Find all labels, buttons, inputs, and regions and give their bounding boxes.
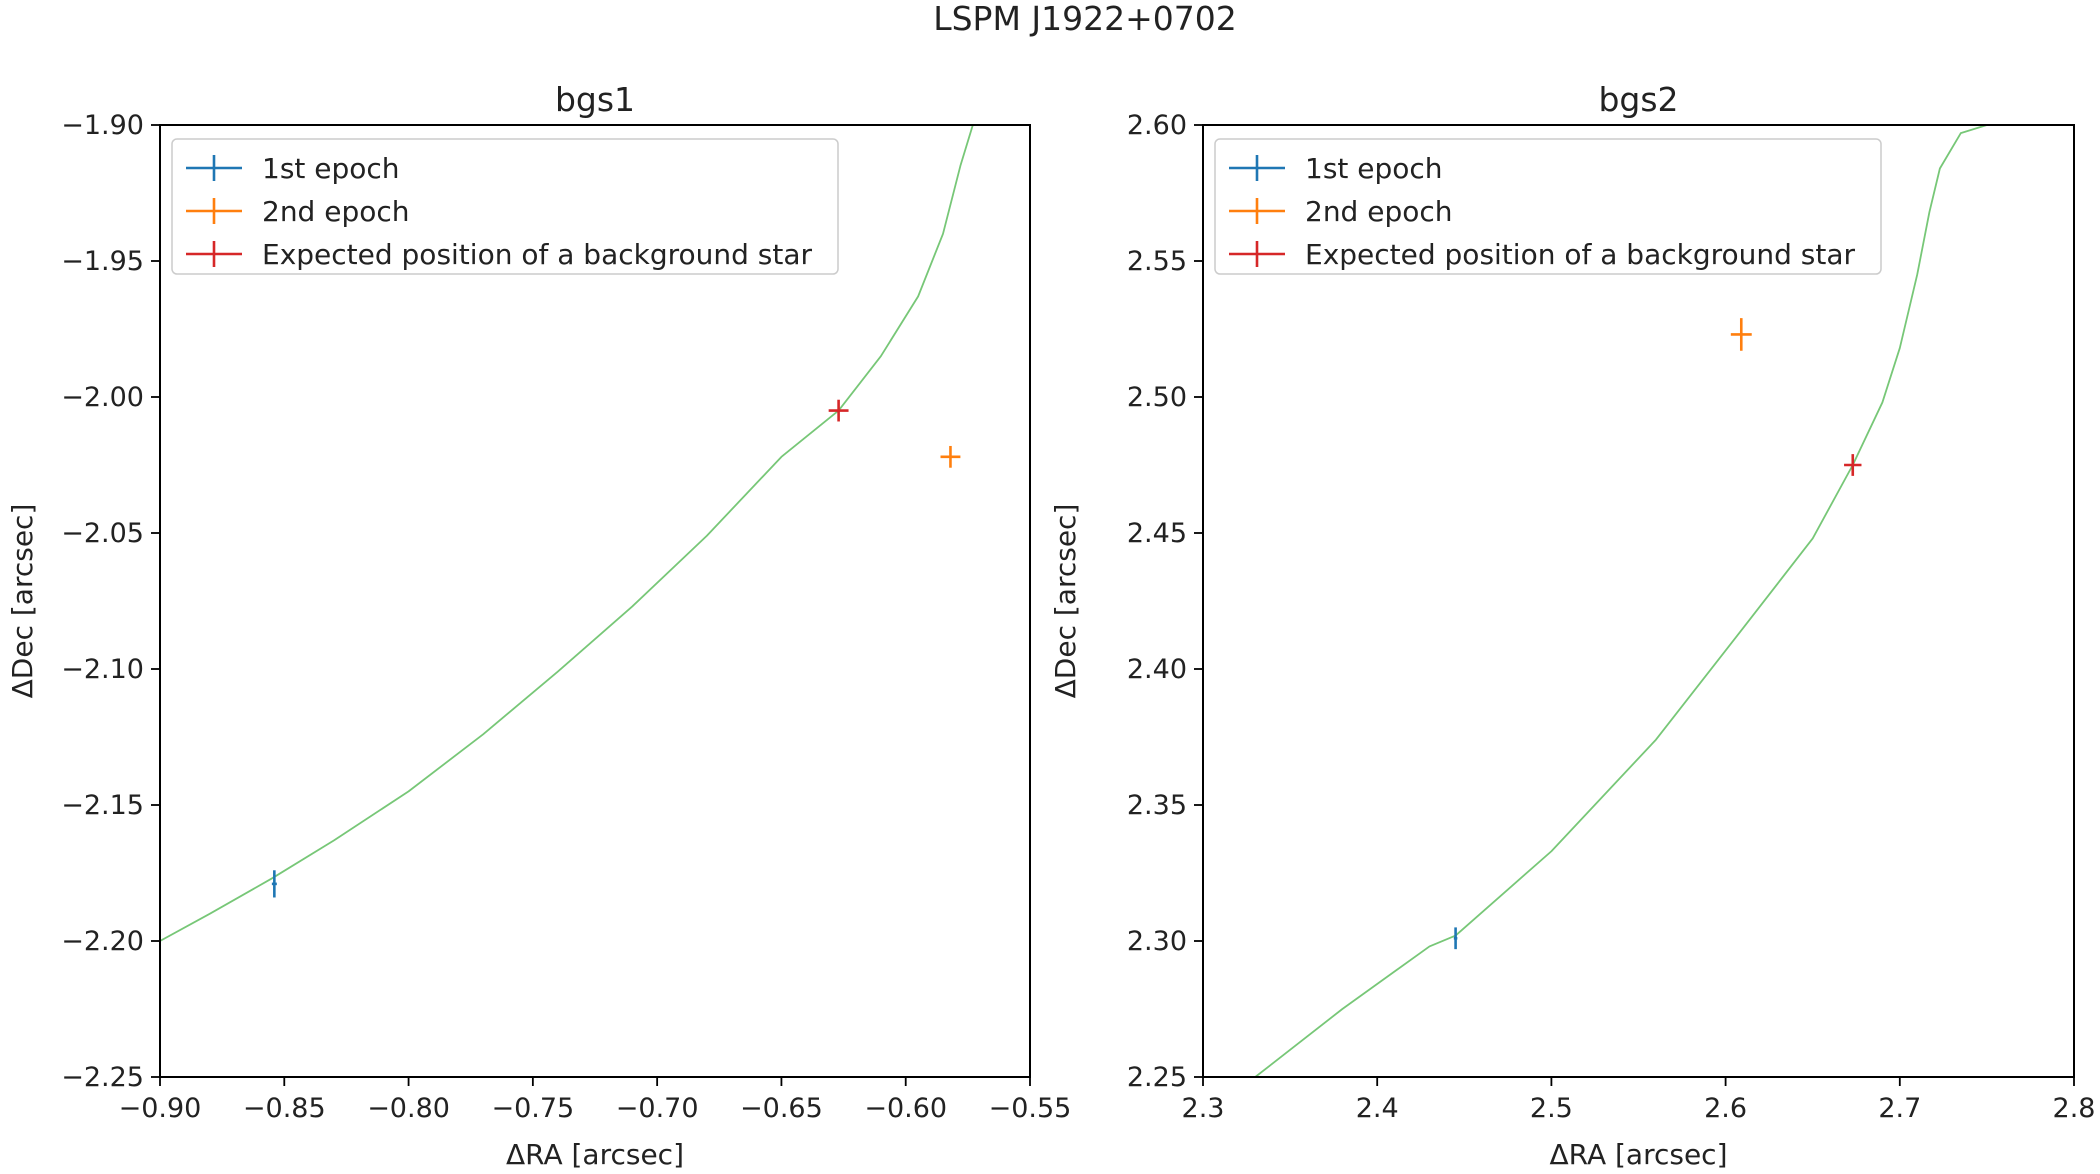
legend-box <box>1214 138 1882 275</box>
data-point-series-1 <box>271 870 277 898</box>
x-tick-label: −0.70 <box>616 1093 699 1124</box>
x-tick-label: 2.5 <box>1530 1093 1573 1124</box>
legend-label: 1st epoch <box>262 152 400 185</box>
legend-box <box>171 138 839 275</box>
panel-title: bgs2 <box>1598 80 1678 119</box>
y-tick-label: −1.95 <box>61 246 144 277</box>
panel-2: bgs2 2.3 2.4 2.5 2.6 2.7 2.8 2.25 2.30 2.35 2.40 2.… <box>1049 80 2095 1171</box>
y-tick-label: 2.50 <box>1127 382 1187 413</box>
y-tick-label: 2.35 <box>1127 790 1187 821</box>
figure-suptitle: LSPM J1922+0702 <box>933 0 1237 38</box>
data-point-series-1 <box>1453 927 1458 950</box>
y-tick-label: 2.40 <box>1127 654 1187 685</box>
plots-group: bgs1 −0.90 −0.85 −0.80 −0.75 −0.70 −0.65 −0.60 −… <box>6 80 2095 1171</box>
x-tick-label: −0.60 <box>864 1093 947 1124</box>
y-tick-label: 2.25 <box>1127 1062 1187 1093</box>
x-tick-label: 2.7 <box>1878 1093 1921 1124</box>
x-tick-label: −0.90 <box>119 1093 202 1124</box>
legend-entry-series-3: Expected position of a background star <box>186 238 813 271</box>
legend-label: 2nd epoch <box>262 195 410 228</box>
legend-label: Expected position of a background star <box>262 238 813 271</box>
axes-frame <box>1202 124 2075 1078</box>
x-axis-label: ΔRA [arcsec] <box>506 1138 684 1171</box>
y-tick-label: −2.10 <box>61 654 144 685</box>
y-tick-label: −2.05 <box>61 518 144 549</box>
x-tick-label: 2.4 <box>1356 1093 1399 1124</box>
y-tick-label: 2.60 <box>1127 110 1187 141</box>
x-tick-label: 2.3 <box>1182 1093 1225 1124</box>
x-tick-label: 2.6 <box>1704 1093 1747 1124</box>
legend-entry-series-3: Expected position of a background star <box>1229 238 1856 271</box>
legend-entry-series-1: 1st epoch <box>186 152 400 185</box>
legend-label: 2nd epoch <box>1305 195 1453 228</box>
x-axis-label: ΔRA [arcsec] <box>1549 1138 1727 1171</box>
data-point-series-3 <box>1844 454 1862 476</box>
legend-label: 1st epoch <box>1305 152 1443 185</box>
y-tick-label: 2.45 <box>1127 518 1187 549</box>
y-tick-label: −2.20 <box>61 926 144 957</box>
y-axis-label: ΔDec [arcsec] <box>1049 504 1082 699</box>
y-tick-label: −2.25 <box>61 1062 144 1093</box>
data-point-series-2 <box>1730 318 1752 351</box>
x-tick-label: −0.65 <box>740 1093 823 1124</box>
y-tick-label: −2.00 <box>61 382 144 413</box>
legend-entry-series-1: 1st epoch <box>1229 152 1443 185</box>
y-tick-label: 2.55 <box>1127 246 1187 277</box>
y-axis-label: ΔDec [arcsec] <box>6 504 39 699</box>
x-tick-label: −0.85 <box>243 1093 326 1124</box>
data-point-series-3 <box>828 399 849 422</box>
legend-entry-series-2: 2nd epoch <box>186 195 410 228</box>
axes-frame <box>159 124 1031 1078</box>
expected-track-line <box>1254 125 1988 1077</box>
x-tick-label: 2.8 <box>2053 1093 2096 1124</box>
legend: 1st epoch 2nd epoch Expected position of a… <box>171 138 839 275</box>
expected-track-line <box>160 125 974 942</box>
panel-1: bgs1 −0.90 −0.85 −0.80 −0.75 −0.70 −0.65 −0.60 −… <box>6 80 1071 1171</box>
legend: 1st epoch 2nd epoch Expected position of a… <box>1214 138 1882 275</box>
y-tick-label: 2.30 <box>1127 926 1187 957</box>
data-point-series-2 <box>940 445 961 468</box>
x-tick-label: −0.80 <box>367 1093 450 1124</box>
panel-title: bgs1 <box>555 80 635 119</box>
x-tick-label: −0.75 <box>491 1093 574 1124</box>
y-tick-label: −1.90 <box>61 110 144 141</box>
x-tick-label: −0.55 <box>989 1093 1072 1124</box>
legend-label: Expected position of a background star <box>1305 238 1856 271</box>
legend-entry-series-2: 2nd epoch <box>1229 195 1453 228</box>
y-tick-label: −2.15 <box>61 790 144 821</box>
